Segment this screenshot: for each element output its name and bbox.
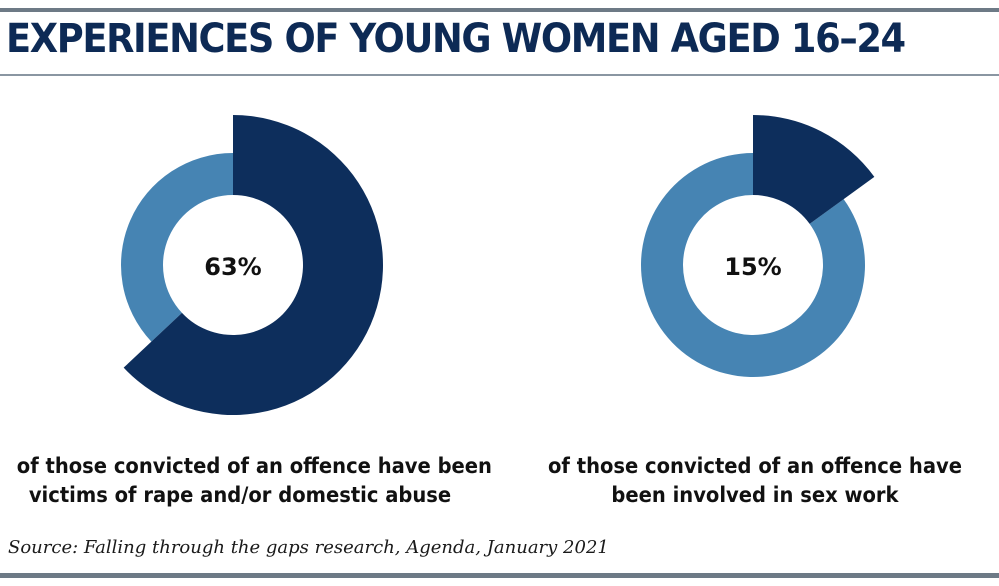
donut-chart-2: 15% (641, 115, 875, 377)
caption-1-line-2: victims of rape and/or domestic abuse (28, 483, 452, 507)
caption-2-line-1: of those convicted of an offence have (548, 454, 962, 478)
caption-1-line-1: of those convicted of an offence have be… (16, 454, 492, 478)
title-rule (0, 74, 999, 76)
caption-2: of those convicted of an offence have be… (536, 452, 973, 510)
bottom-rule (0, 573, 999, 578)
donut-1-highlight-slice (123, 115, 383, 415)
source-note: Source: Falling through the gaps researc… (8, 537, 609, 558)
caption-1: of those convicted of an offence have be… (16, 452, 492, 510)
donut-1-remainder-slice (120, 153, 233, 342)
chart-title: EXPERIENCES OF YOUNG WOMEN AGED 16–24 (6, 16, 906, 62)
donut-chart-1: 63% (120, 115, 383, 415)
donut-1-value-label: 63% (204, 253, 261, 281)
donut-2-value-label: 15% (724, 253, 781, 281)
caption-2-line-2: been involved in sex work (611, 483, 899, 507)
top-rule (0, 8, 999, 12)
donut-2-highlight-slice (753, 115, 875, 224)
donut-2-remainder-slice (641, 153, 865, 377)
